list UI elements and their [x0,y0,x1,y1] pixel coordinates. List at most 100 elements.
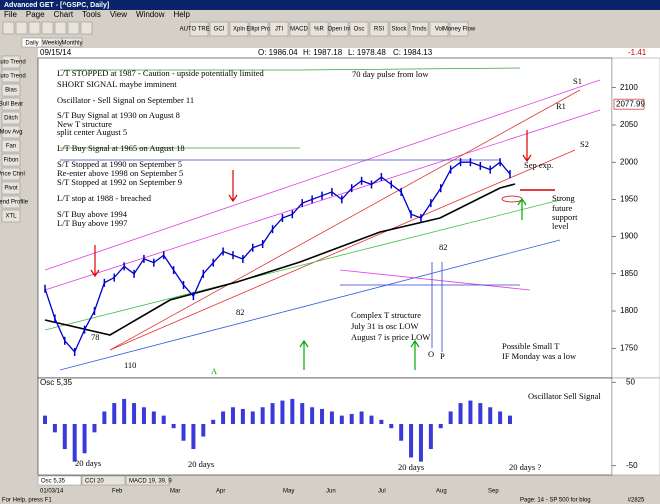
left-button[interactable] [1,69,21,83]
toolbar-icon[interactable] [54,21,67,35]
date-axis: 01/03/14 Feb Mar Apr May Jun Jul Aug Sep [40,489,499,495]
menu-item[interactable]: Chart [54,10,74,19]
bottom-tab-label[interactable]: CCI 20 [85,479,104,485]
toolbar-button[interactable] [369,21,389,37]
toolbar-label[interactable]: RSI [374,27,384,33]
tab-label[interactable]: Daily [25,41,38,47]
menu-item[interactable]: Page [26,10,45,19]
price-line [44,161,511,354]
osc-bar [369,415,374,424]
left-button[interactable] [1,153,21,167]
left-button[interactable] [1,111,21,125]
bottom-tab-label[interactable]: MACD 19, 39, 9 [129,479,172,485]
toolbar-label[interactable]: Trnds [411,27,426,33]
toolbar-icon[interactable] [67,21,80,35]
left-button-label[interactable]: Mov Avg [0,130,22,136]
annotations: L/T STOPPED at 1987 - Caution - upside p… [57,68,601,472]
toolbar-icon[interactable] [41,21,54,35]
toolbar-label[interactable]: MACD [290,27,308,33]
left-button[interactable] [1,97,21,111]
menu-item[interactable]: Help [173,10,190,19]
header-close: C: 1984.13 [393,48,433,57]
toolbar-label[interactable]: %R [314,27,324,33]
osc-bar [92,423,97,433]
toolbar-label[interactable]: Money Flow [443,27,476,33]
annotation: S/T Stopped at 1990 on September 5 [57,159,182,169]
left-button-label[interactable]: Bias [5,88,17,94]
left-button-label[interactable]: XTL [5,214,17,220]
toolbar-icon[interactable] [15,21,28,35]
osc-bar [320,408,325,424]
osc-bar [250,411,255,424]
toolbar-label[interactable]: AUTO TREND [180,27,219,33]
left-button[interactable] [1,83,21,97]
left-button[interactable] [1,209,21,223]
left-button-label[interactable]: Pivot [4,186,18,192]
toolbar-button[interactable] [329,21,349,37]
toolbar-button[interactable] [289,21,309,37]
toolbar-button[interactable] [349,21,369,37]
toolbar-icon[interactable] [80,21,93,35]
toolbar-label[interactable]: Ellipt Proj [246,27,271,33]
tab-label[interactable]: Monthly [61,41,82,47]
toolbar-button[interactable] [389,21,409,37]
toolbar-button[interactable] [229,21,249,37]
osc-bar [300,403,305,424]
toolbar-label[interactable]: Osc [354,27,365,33]
toolbar-label[interactable]: Vol [435,27,443,33]
annotation: S1 [573,76,582,86]
toolbar-icon[interactable] [2,21,15,35]
annotation: S/T Buy Signal at 1930 on August 8 [57,110,180,120]
toolbar-label[interactable]: Open Int [327,27,350,33]
left-button[interactable] [1,195,21,209]
left-button[interactable] [1,139,21,153]
left-button-label[interactable]: Bull Bear [0,102,23,108]
toolbar-button[interactable] [209,21,229,37]
menu-item[interactable]: Tools [82,10,101,19]
toolbar-button[interactable] [249,21,269,37]
toolbar-button[interactable] [429,21,449,37]
toolbar-button[interactable] [309,21,329,37]
left-button[interactable] [1,181,21,195]
left-button-label[interactable]: Ditch [4,116,18,122]
menu-item[interactable]: View [110,10,127,19]
bottom-tab[interactable] [81,475,126,486]
menu-bar: File Page Chart Tools View Window Help [4,10,190,19]
bottom-tab[interactable] [125,475,170,486]
left-button[interactable] [1,125,21,139]
left-button-label[interactable]: Auto Trend [0,74,26,80]
annotation: 20 days [398,462,424,472]
osc-bar [399,423,404,441]
toolbar-label[interactable]: JTI [275,27,284,33]
toolbar-label[interactable]: Stock [391,27,407,33]
tab-label[interactable]: Weekly [42,41,62,47]
osc-panel [37,377,613,476]
status-text: #2825 [628,498,645,504]
tab[interactable] [61,37,83,48]
toolbar-icon[interactable] [28,21,41,35]
menu-item[interactable]: Window [136,10,165,19]
left-button[interactable] [1,55,21,69]
osc-bar [201,423,206,437]
bottom-tab-label[interactable]: Osc 5,35 [41,479,66,485]
toolbar-label[interactable]: GCI [214,27,225,33]
left-button-label[interactable]: Fibon [3,158,18,164]
toolbar-button[interactable] [409,21,429,37]
left-button-label[interactable]: Price Chnl [0,172,25,178]
annotation: L/T Buy Signal at 1965 on August 18 [57,143,185,153]
left-button[interactable] [1,167,21,181]
left-button-label[interactable]: Fan [6,144,16,150]
toolbar-button[interactable] [449,21,469,37]
left-button-label[interactable]: Auto Trend [0,60,26,66]
annotation: A [211,366,218,376]
toolbar-label[interactable]: Xpln [233,27,245,33]
menu-item[interactable]: File [4,10,17,19]
osc-bar [171,423,176,429]
osc-bar [141,407,146,424]
bottom-tab[interactable] [37,475,82,486]
left-button-label[interactable]: Trend Profile [0,200,29,206]
toolbar-button[interactable] [269,21,289,37]
toolbar-button[interactable] [189,21,209,37]
annotation: 20 days ? [509,462,541,472]
osc-bar [428,423,433,450]
